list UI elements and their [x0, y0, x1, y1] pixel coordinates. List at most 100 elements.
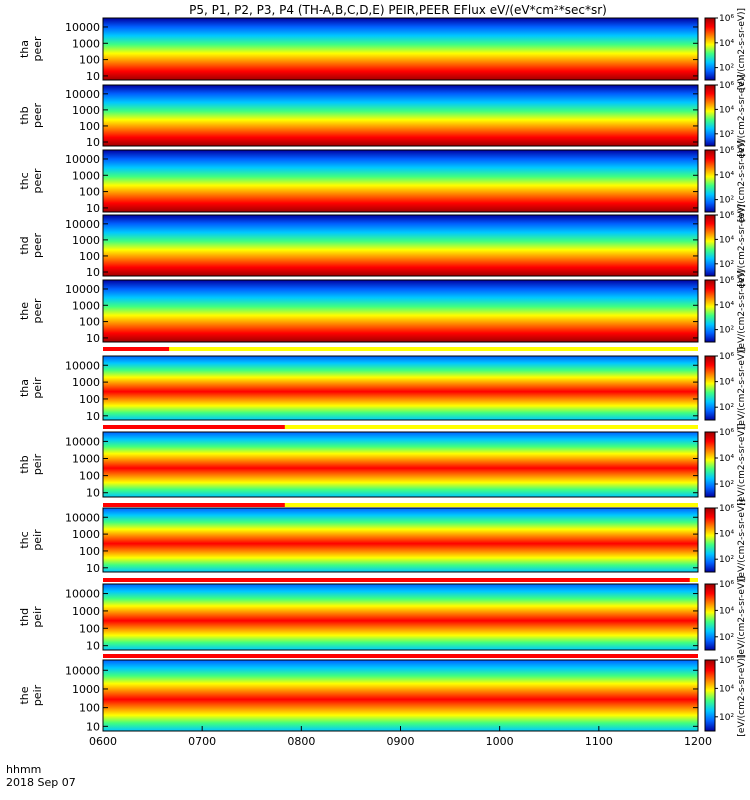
colorbar-unit: [eV/(cm2-s-sr-eV)] — [737, 347, 747, 429]
colorbar-tick-label: 10⁶ — [719, 81, 734, 91]
x-tick-label: 1100 — [585, 735, 613, 748]
colorbar-tick-label: 10⁶ — [719, 276, 734, 286]
panel-thd-peer: 10 100 1000 10000 thdpeer 10² 10⁴ 10⁶ [eV/(cm2-s… — [18, 204, 747, 286]
colorbar-tick-label: 10⁴ — [719, 171, 734, 181]
mode-bar-yellow — [103, 425, 698, 429]
colorbar-unit: [eV/(cm2-s-sr-eV)] — [737, 499, 747, 581]
panel-frame — [102, 84, 699, 147]
panel-thb-peir: 10 100 1000 10000 thbpeir 10² 10⁴ 10⁶ [eV/(cm2-s… — [18, 423, 747, 505]
panel-frame — [102, 583, 699, 651]
panel-thc-peer: 10 100 1000 10000 thcpeer 10² 10⁴ 10⁶ [eV/(cm2-s… — [18, 140, 747, 222]
y-tick-label: 100 — [79, 393, 100, 406]
colorbar-tick-label: 10⁶ — [719, 656, 734, 666]
colorbar-tick-label: 10² — [719, 130, 734, 140]
y-tick-label: 1000 — [72, 299, 100, 312]
y-tick-label: 10000 — [65, 435, 100, 448]
mode-bar-red — [103, 347, 170, 351]
panel-label: thcpeir — [18, 529, 44, 551]
y-tick-label: 1000 — [72, 605, 100, 618]
x-axis: 0600 0700 0800 0900 1000 1100 1200 — [89, 726, 712, 748]
panel-label: thdpeir — [18, 606, 44, 628]
y-tick-label: 10 — [86, 720, 100, 733]
colorbar-tick-label: 10⁶ — [719, 504, 734, 514]
mode-bar-yellow — [103, 503, 698, 507]
panel-label: thcpeer — [18, 168, 44, 194]
y-tick-label: 1000 — [72, 683, 100, 696]
x-tick-label: 1000 — [486, 735, 514, 748]
y-tick-label: 10 — [86, 202, 100, 215]
colorbar-tick-label: 10² — [719, 555, 734, 565]
spectrogram — [103, 432, 698, 497]
y-tick-label: 10 — [86, 136, 100, 149]
y-tick-label: 10 — [86, 70, 100, 83]
panel-the-peer: 10 100 1000 10000 thepeer 10² 10⁴ 10⁶ [eV/(cm2-s… — [18, 270, 747, 352]
y-tick-label: 100 — [79, 545, 100, 558]
colorbar-tick-label: 10⁶ — [719, 14, 734, 24]
y-tick-label: 10 — [86, 410, 100, 423]
y-tick-label: 10000 — [65, 153, 100, 166]
colorbar — [704, 149, 716, 213]
colorbar — [704, 583, 716, 651]
y-tick-label: 10 — [86, 640, 100, 653]
panel-frame — [102, 355, 699, 421]
y-tick-label: 100 — [79, 702, 100, 715]
y-tick-label: 100 — [79, 316, 100, 329]
colorbar-tick-label: 10⁴ — [719, 454, 734, 464]
panel-thd-peir: 10 100 1000 10000 thdpeir 10² 10⁴ 10⁶ [eV/(cm2-s… — [18, 576, 747, 658]
colorbar-tick-label: 10² — [719, 326, 734, 336]
colorbar-tick-label: 10² — [719, 480, 734, 490]
mode-bars — [103, 347, 698, 658]
y-tick-label: 100 — [79, 622, 100, 635]
colorbar-tick-label: 10⁴ — [719, 378, 734, 388]
panel-thc-peir: 10 100 1000 10000 thcpeir 10² 10⁴ 10⁶ [eV/(cm2-s… — [18, 499, 747, 581]
colorbar-unit: [eV/(cm2-s-sr-eV)] — [737, 576, 747, 658]
colorbar-tick-label: 10⁶ — [719, 580, 734, 590]
colorbar-tick-label: 10² — [719, 260, 734, 270]
colorbar-unit: [eV/(cm2-s-sr-eV)] — [737, 8, 747, 90]
colorbar — [704, 507, 716, 573]
colorbar-tick-label: 10⁴ — [719, 39, 734, 49]
y-tick-label: 10000 — [65, 218, 100, 231]
y-tick-label: 1000 — [72, 37, 100, 50]
y-tick-label: 10000 — [65, 511, 100, 524]
y-tick-label: 1000 — [72, 234, 100, 247]
colorbar-unit: [eV/(cm2-s-sr-eV)] — [737, 140, 747, 222]
panel-label: thapeer — [18, 36, 44, 62]
mode-bar-red — [103, 654, 698, 658]
mode-bar-red — [103, 578, 690, 582]
colorbar-tick-label: 10⁴ — [719, 235, 734, 245]
panel-the-peir: 10 100 1000 10000 thepeir 10² 10⁴ 10⁶ [eV/(cm2-s… — [18, 654, 747, 736]
spectrogram — [103, 356, 698, 420]
panel-frame — [102, 214, 699, 277]
colorbar-tick-label: 10² — [719, 713, 734, 723]
panel-frame — [102, 279, 699, 343]
panel-label: thapeir — [18, 377, 44, 399]
panel-label: thdpeer — [18, 233, 44, 259]
colorbar — [704, 279, 716, 343]
mode-bar-yellow — [103, 347, 698, 351]
y-tick-label: 1000 — [72, 453, 100, 466]
colorbar-tick-label: 10² — [719, 196, 734, 206]
colorbar-tick-label: 10⁶ — [719, 428, 734, 438]
y-tick-label: 10000 — [65, 588, 100, 601]
colorbar-tick-label: 10⁶ — [719, 352, 734, 362]
spectrogram — [103, 150, 698, 212]
colorbar — [704, 431, 716, 498]
y-tick-label: 10000 — [65, 88, 100, 101]
x-tick-label: 1200 — [684, 735, 712, 748]
y-tick-label: 100 — [79, 470, 100, 483]
x-tick-label: 0600 — [89, 735, 117, 748]
y-tick-label: 100 — [79, 54, 100, 67]
spectrogram — [103, 660, 698, 731]
spectrogram — [103, 508, 698, 572]
x-axis-label: hhmm — [6, 763, 41, 776]
colorbar-tick-label: 10⁴ — [719, 530, 734, 540]
colorbar-unit: [eV/(cm2-s-sr-eV)] — [737, 74, 747, 156]
x-tick-label: 0900 — [387, 735, 415, 748]
colorbar-tick-label: 10⁶ — [719, 146, 734, 156]
mode-bar-red — [103, 503, 285, 507]
colorbar-tick-label: 10⁶ — [719, 211, 734, 221]
panel-label: thbpeir — [18, 453, 44, 475]
colorbar — [704, 214, 716, 277]
